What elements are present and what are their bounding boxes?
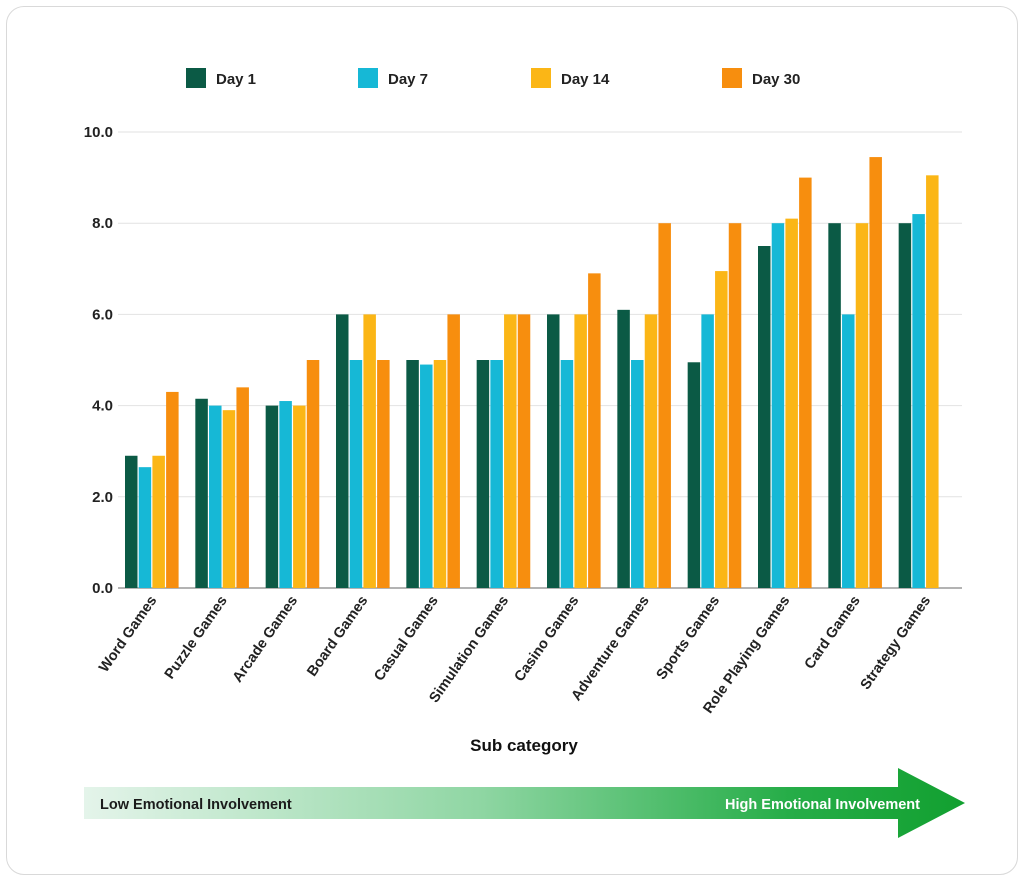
x-tick-label: Sports Games bbox=[654, 593, 724, 683]
x-tick-label: Strategy Games bbox=[858, 593, 934, 693]
involvement-arrow-shape bbox=[84, 768, 965, 838]
legend-swatch bbox=[531, 68, 551, 88]
gridlines bbox=[118, 131, 962, 589]
bar-day-1 bbox=[828, 223, 841, 588]
legend-label: Day 7 bbox=[388, 71, 428, 88]
legend-label: Day 14 bbox=[561, 71, 610, 88]
involvement-arrow: Low Emotional Involvement High Emotional… bbox=[84, 768, 965, 838]
bar-day-14 bbox=[644, 314, 658, 588]
bar-day-14 bbox=[785, 218, 798, 588]
bar-day-14 bbox=[433, 360, 447, 588]
bar-day-14 bbox=[926, 175, 939, 588]
bar-day-1 bbox=[195, 398, 208, 588]
bar-day-7 bbox=[138, 467, 152, 588]
y-tick-label: 10.0 bbox=[84, 124, 113, 141]
bar-day-30 bbox=[588, 273, 601, 588]
bar-day-7 bbox=[349, 360, 363, 588]
bar-day-1 bbox=[617, 309, 630, 588]
bar-day-1 bbox=[898, 223, 912, 588]
bar-day-1 bbox=[476, 360, 490, 588]
x-tick-label: Puzzle Games bbox=[162, 593, 231, 682]
y-axis-ticks: 0.0 2.0 4.0 6.0 8.0 10.0 bbox=[84, 124, 113, 597]
y-tick-label: 8.0 bbox=[92, 215, 113, 232]
x-tick-label: Arcade Games bbox=[230, 593, 301, 685]
bar-day-1 bbox=[406, 360, 419, 588]
legend-label: Day 30 bbox=[752, 71, 800, 88]
bar-day-7 bbox=[279, 401, 292, 588]
bar-day-7 bbox=[209, 405, 222, 588]
bar-day-7 bbox=[631, 360, 644, 588]
bar-day-14 bbox=[855, 223, 869, 588]
bar-day-30 bbox=[517, 314, 531, 588]
x-tick-label: Casino Games bbox=[512, 593, 583, 685]
y-tick-label: 6.0 bbox=[92, 306, 113, 323]
legend-swatch bbox=[186, 68, 206, 88]
bar-day-14 bbox=[222, 410, 236, 588]
legend-swatch bbox=[358, 68, 378, 88]
bar-day-7 bbox=[560, 360, 574, 588]
legend-swatch bbox=[722, 68, 742, 88]
bar-day-14 bbox=[574, 314, 587, 588]
bar-day-30 bbox=[658, 223, 671, 588]
bar-day-30 bbox=[166, 391, 179, 588]
bar-day-30 bbox=[377, 360, 390, 588]
x-tick-label: Casual Games bbox=[371, 593, 441, 684]
bar-day-7 bbox=[842, 314, 855, 588]
y-tick-label: 2.0 bbox=[92, 489, 113, 506]
bar-day-14 bbox=[715, 271, 728, 588]
bar-day-7 bbox=[490, 360, 503, 588]
bars bbox=[125, 157, 939, 588]
bar-day-14 bbox=[363, 314, 376, 588]
legend: Day 1 Day 7 Day 14 Day 30 bbox=[186, 68, 800, 88]
bar-day-14 bbox=[504, 314, 517, 588]
high-involvement-label: High Emotional Involvement bbox=[725, 797, 920, 813]
legend-label: Day 1 bbox=[216, 71, 256, 88]
bar-day-14 bbox=[152, 455, 165, 588]
bar-day-7 bbox=[420, 364, 433, 588]
bar-day-30 bbox=[306, 360, 320, 588]
bar-day-14 bbox=[293, 405, 306, 588]
x-tick-label: Card Games bbox=[802, 593, 864, 672]
bar-day-30 bbox=[236, 387, 249, 588]
bar-day-30 bbox=[799, 177, 812, 588]
bar-day-1 bbox=[336, 314, 349, 588]
x-tick-label: Adventure Games bbox=[568, 593, 652, 704]
x-tick-label: Simulation Games bbox=[426, 593, 512, 706]
bar-day-1 bbox=[758, 246, 771, 588]
x-tick-label: Word Games bbox=[96, 593, 160, 675]
bar-day-1 bbox=[547, 314, 560, 588]
bar-day-7 bbox=[771, 223, 785, 588]
bar-day-30 bbox=[447, 314, 460, 588]
y-tick-label: 4.0 bbox=[92, 398, 113, 415]
low-involvement-label: Low Emotional Involvement bbox=[100, 797, 292, 813]
bar-day-7 bbox=[701, 314, 714, 588]
bar-day-1 bbox=[265, 405, 279, 588]
bar-day-30 bbox=[728, 223, 742, 588]
y-tick-label: 0.0 bbox=[92, 580, 113, 597]
bar-day-7 bbox=[912, 214, 925, 588]
x-tick-label: Board Games bbox=[304, 593, 371, 679]
bar-day-30 bbox=[869, 157, 882, 588]
bar-day-1 bbox=[687, 362, 701, 588]
bar-day-1 bbox=[125, 455, 138, 588]
x-axis-label: Sub category bbox=[470, 736, 578, 755]
